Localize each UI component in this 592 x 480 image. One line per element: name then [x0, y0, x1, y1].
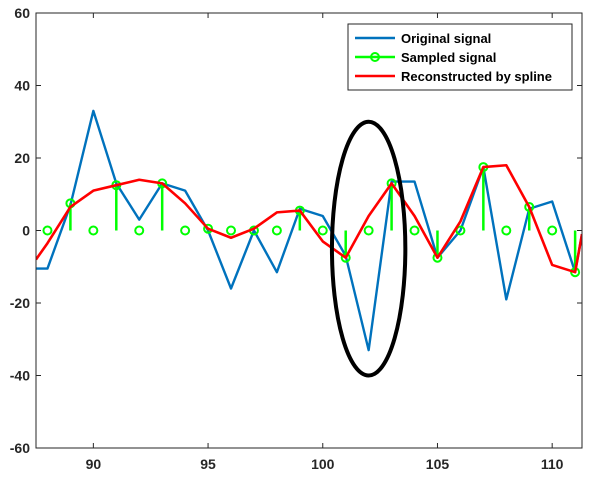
- x-tick-label: 95: [200, 456, 216, 472]
- plot-marks: [36, 109, 582, 352]
- legend-label: Reconstructed by spline: [401, 69, 552, 84]
- sample-point: [180, 225, 191, 236]
- axes: 90 95 100 105 110 60 40 20 0 -20 -40 -60: [10, 5, 583, 472]
- x-tick-label: 105: [426, 456, 450, 472]
- series-line: [36, 163, 582, 274]
- y-tick-label: 20: [14, 150, 30, 166]
- legend-label: Original signal: [401, 31, 491, 46]
- sample-point: [317, 225, 328, 236]
- y-tick-label: 0: [22, 223, 30, 239]
- sample-point: [226, 225, 236, 236]
- highlight-ellipse: [329, 119, 408, 378]
- x-tick-label: 110: [541, 456, 564, 472]
- series-sampled-signal: [42, 162, 581, 278]
- sample-point: [547, 225, 558, 236]
- y-tick-label: -20: [10, 295, 30, 311]
- sample-point: [42, 225, 53, 236]
- sample-point: [340, 252, 351, 263]
- sample-point: [501, 225, 512, 236]
- y-tick-label: -60: [10, 440, 30, 456]
- legend-label: Sampled signal: [401, 50, 496, 65]
- sample-point: [455, 225, 466, 236]
- series-line: [36, 109, 582, 352]
- legend-marker: [370, 52, 380, 62]
- legend: Original signal Sampled signal Reconstruct…: [347, 23, 573, 91]
- sample-point: [386, 178, 397, 189]
- y-tick-label: 40: [14, 78, 30, 94]
- sample-point: [524, 201, 535, 212]
- sample-point: [203, 223, 214, 234]
- x-tick-label: 100: [311, 456, 335, 472]
- y-tick-label: -40: [10, 368, 30, 384]
- series-reconstructed-by-spline: [36, 163, 582, 274]
- sample-point: [134, 225, 145, 236]
- sample-point: [88, 225, 99, 236]
- sample-point: [432, 252, 443, 263]
- sample-point: [271, 225, 282, 236]
- y-tick-label: 60: [14, 5, 30, 21]
- sample-point: [363, 225, 374, 236]
- series-original-signal: [36, 109, 582, 352]
- sample-point: [409, 225, 420, 236]
- x-tick-label: 90: [86, 456, 102, 472]
